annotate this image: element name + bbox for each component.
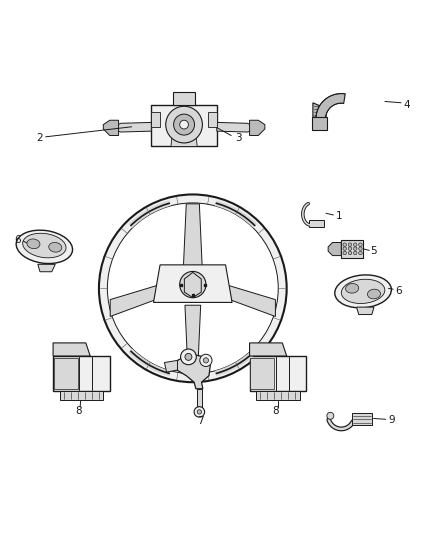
Ellipse shape [335, 275, 392, 308]
Circle shape [203, 358, 208, 363]
Text: 8: 8 [272, 407, 279, 416]
Polygon shape [54, 358, 78, 389]
Polygon shape [357, 307, 374, 314]
Ellipse shape [367, 289, 381, 299]
Circle shape [348, 247, 352, 251]
Polygon shape [352, 413, 372, 425]
Ellipse shape [27, 239, 40, 248]
Text: 2: 2 [37, 133, 43, 143]
Circle shape [180, 271, 206, 298]
Polygon shape [103, 120, 119, 135]
Polygon shape [311, 117, 327, 130]
Text: 9: 9 [389, 415, 395, 425]
Polygon shape [184, 272, 201, 298]
Circle shape [194, 407, 205, 417]
Text: 6: 6 [14, 235, 21, 245]
Circle shape [359, 247, 362, 251]
Text: 5: 5 [371, 246, 377, 256]
Polygon shape [183, 204, 202, 271]
Polygon shape [250, 356, 306, 391]
Polygon shape [197, 389, 202, 410]
Polygon shape [53, 356, 110, 391]
Polygon shape [250, 120, 265, 135]
Text: 8: 8 [75, 407, 82, 416]
Ellipse shape [346, 284, 359, 293]
Circle shape [348, 243, 352, 246]
Polygon shape [208, 111, 217, 127]
Circle shape [327, 413, 334, 419]
Polygon shape [313, 103, 326, 117]
Circle shape [343, 247, 346, 251]
Text: 3: 3 [235, 133, 242, 143]
Circle shape [353, 251, 357, 255]
Polygon shape [308, 220, 324, 227]
Polygon shape [38, 264, 55, 272]
Polygon shape [110, 279, 179, 317]
Text: 1: 1 [336, 211, 343, 221]
Polygon shape [250, 343, 287, 356]
Polygon shape [207, 279, 276, 317]
Text: 7: 7 [198, 416, 204, 426]
Circle shape [353, 247, 357, 251]
Ellipse shape [49, 243, 62, 252]
Circle shape [173, 114, 194, 135]
Circle shape [353, 243, 357, 246]
Polygon shape [60, 391, 103, 400]
Circle shape [180, 349, 196, 365]
Circle shape [180, 120, 188, 129]
Circle shape [107, 203, 278, 374]
Polygon shape [151, 105, 217, 147]
Polygon shape [256, 391, 300, 400]
Circle shape [359, 243, 362, 246]
Polygon shape [151, 111, 160, 127]
Polygon shape [171, 138, 197, 147]
Polygon shape [175, 354, 210, 389]
Polygon shape [251, 358, 275, 389]
Circle shape [343, 243, 346, 246]
Ellipse shape [341, 279, 385, 303]
Ellipse shape [16, 230, 73, 263]
Polygon shape [185, 305, 201, 364]
Circle shape [200, 354, 212, 367]
Polygon shape [173, 92, 195, 105]
Circle shape [99, 195, 287, 382]
Polygon shape [328, 243, 341, 256]
Polygon shape [164, 360, 177, 372]
Circle shape [348, 251, 352, 255]
Ellipse shape [23, 233, 66, 258]
Text: 4: 4 [403, 100, 410, 110]
Circle shape [359, 251, 362, 255]
Text: 6: 6 [396, 286, 402, 295]
Circle shape [166, 106, 202, 143]
Polygon shape [53, 343, 90, 356]
Circle shape [197, 410, 201, 414]
Polygon shape [316, 94, 345, 119]
Polygon shape [153, 265, 232, 302]
Polygon shape [341, 240, 363, 258]
Polygon shape [110, 123, 151, 132]
Circle shape [343, 251, 346, 255]
Circle shape [185, 353, 192, 360]
Polygon shape [217, 123, 258, 132]
